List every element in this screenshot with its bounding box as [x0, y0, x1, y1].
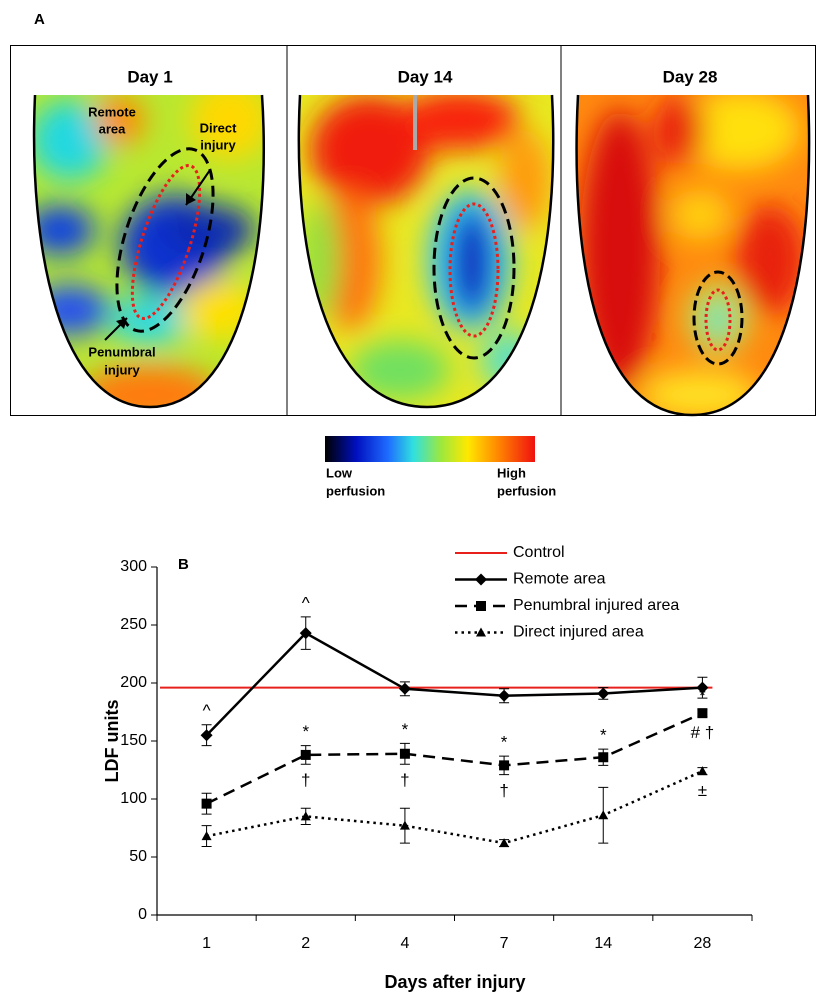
y-tick-label: 50	[129, 848, 147, 865]
colorbar-label: perfusion	[497, 483, 556, 498]
significance-mark: ±	[698, 781, 707, 800]
y-tick-label: 300	[120, 558, 147, 575]
colorbar	[325, 436, 535, 462]
significance-mark: *	[699, 686, 706, 705]
figure: A Remote area Direct injury Penumbral in…	[0, 0, 827, 995]
data-point	[597, 687, 609, 699]
data-point	[598, 752, 608, 762]
significance-mark: *	[302, 722, 309, 741]
significance-mark: †	[400, 771, 409, 790]
data-point	[399, 683, 411, 695]
panel-title: Day 28	[663, 67, 718, 86]
series-line	[207, 713, 703, 803]
data-point	[697, 708, 707, 718]
panel-title: Day 14	[398, 67, 453, 86]
y-tick-label: 150	[120, 732, 147, 749]
x-tick-label: 14	[594, 935, 612, 952]
significance-mark: *	[402, 720, 409, 739]
x-tick-label: 2	[301, 935, 310, 952]
annotation: injury	[104, 362, 140, 377]
y-axis-title: LDF units	[102, 700, 122, 783]
x-tick-label: 1	[202, 935, 211, 952]
panel-label: B	[178, 556, 189, 573]
annotation: Remote	[88, 104, 136, 119]
heatmap	[570, 90, 815, 420]
legend-marker	[476, 628, 486, 637]
colorbar-label: perfusion	[326, 483, 385, 498]
significance-mark: *	[501, 733, 508, 752]
data-point	[202, 831, 212, 840]
annotation: area	[99, 121, 127, 136]
series-line	[207, 771, 703, 843]
annotation: injury	[200, 137, 236, 152]
x-tick-label: 4	[400, 935, 409, 952]
significance-mark: †	[499, 781, 508, 800]
series-line	[207, 633, 703, 735]
data-point	[202, 799, 212, 809]
y-tick-label: 0	[138, 906, 147, 923]
data-point	[499, 760, 509, 770]
legend-label: Remote area	[513, 571, 606, 588]
data-point	[301, 750, 311, 760]
legend-label: Control	[513, 544, 565, 561]
x-tick-label: 28	[694, 935, 712, 952]
y-tick-label: 200	[120, 674, 147, 691]
legend-label: Penumbral injured area	[513, 597, 679, 614]
data-point	[400, 749, 410, 759]
panel-title: Day 1	[127, 67, 172, 86]
annotation: Direct	[200, 120, 238, 135]
x-axis-title: Days after injury	[384, 972, 525, 992]
legend-marker	[475, 574, 487, 586]
heatmap	[20, 80, 280, 425]
line-chart: B Days after injury LDF units	[102, 556, 526, 992]
legend-label: Direct injured area	[513, 624, 644, 641]
y-tick-label: 250	[120, 616, 147, 633]
significance-mark: *	[600, 726, 607, 745]
data-point	[598, 810, 608, 819]
significance-mark: †	[301, 771, 310, 790]
colorbar-label: Low	[326, 465, 353, 480]
annotation: Penumbral	[88, 344, 155, 359]
panel-label: A	[34, 11, 45, 28]
significance-mark: ^	[203, 701, 211, 720]
x-tick-label: 7	[500, 935, 509, 952]
significance-mark: ^	[302, 593, 310, 612]
y-tick-label: 100	[120, 790, 147, 807]
colorbar-label: High	[497, 465, 526, 480]
legend-marker	[476, 601, 486, 611]
data-point	[498, 690, 510, 702]
significance-mark: # †	[691, 723, 715, 742]
heatmap	[290, 90, 560, 420]
